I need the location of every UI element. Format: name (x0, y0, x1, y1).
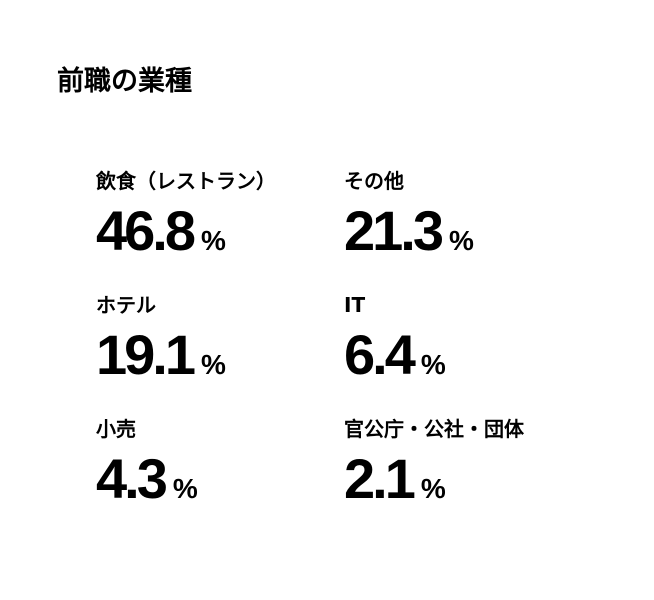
stat-label: その他 (344, 169, 404, 193)
stat-value: 46.8% (96, 203, 344, 272)
stat-number: 21.3 (344, 199, 444, 262)
stat-item-other: その他 21.3% (344, 168, 584, 292)
stat-label: ホテル (96, 293, 156, 317)
stat-number: 4.3 (96, 447, 168, 510)
stat-number: 46.8 (96, 199, 196, 262)
percent-unit: % (449, 225, 474, 256)
stat-item-restaurant: 飲食（レストラン） 46.8% (96, 168, 344, 292)
stat-number: 19.1 (96, 323, 196, 386)
section-title: 前職の業種 (57, 66, 192, 97)
percent-unit: % (201, 225, 226, 256)
stat-value: 21.3% (344, 203, 584, 272)
stat-label: 官公庁・公社・団体 (344, 417, 524, 441)
stat-value: 4.3% (96, 451, 344, 520)
percent-unit: % (201, 349, 226, 380)
stat-item-it: IT 6.4% (344, 292, 584, 416)
stat-item-retail: 小売 4.3% (96, 416, 344, 540)
stat-value: 6.4% (344, 327, 584, 396)
stat-value: 2.1% (344, 451, 584, 520)
stat-number: 6.4 (344, 323, 416, 386)
percent-unit: % (420, 349, 446, 380)
stat-label: IT (344, 293, 366, 317)
stat-item-government: 官公庁・公社・団体 2.1% (344, 416, 584, 540)
stat-number: 2.1 (344, 447, 416, 510)
stat-grid: 飲食（レストラン） 46.8% その他 21.3% ホテル 19.1% IT 6… (96, 168, 584, 540)
stat-label: 飲食（レストラン） (96, 169, 276, 193)
percent-unit: % (420, 473, 446, 504)
percent-unit: % (172, 473, 198, 504)
stat-value: 19.1% (96, 327, 344, 396)
stat-item-hotel: ホテル 19.1% (96, 292, 344, 416)
stat-label: 小売 (96, 417, 136, 441)
